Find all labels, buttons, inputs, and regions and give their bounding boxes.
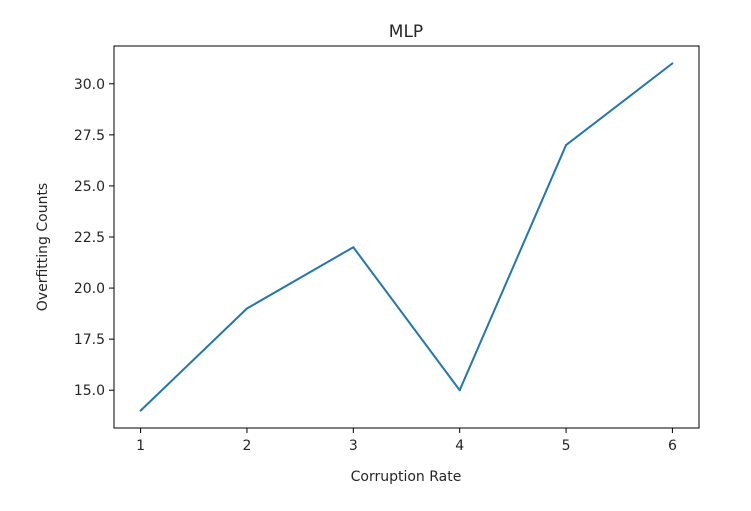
series-layer [139, 62, 674, 412]
y-tick-label: 25.0 [74, 179, 105, 195]
y-tick-label: 30.0 [74, 77, 105, 93]
chart-title: MLP [389, 22, 423, 42]
y-tick-label: 20.0 [74, 281, 105, 297]
data-point [671, 62, 674, 65]
data-point [565, 144, 568, 147]
x-tick-label: 6 [668, 438, 677, 454]
y-axis-ticks: 15.0 17.5 20.0 22.5 25.0 27.5 30.0 [74, 77, 114, 399]
x-tick-label: 5 [562, 438, 571, 454]
x-tick-label: 4 [455, 438, 464, 454]
data-point [139, 409, 142, 412]
x-tick-label: 2 [242, 438, 251, 454]
plot-frame [113, 45, 700, 429]
y-tick-label: 27.5 [74, 128, 105, 144]
data-point [458, 389, 461, 392]
x-axis-ticks: 1 2 3 4 5 6 [136, 428, 677, 454]
x-axis-label: Corruption Rate [351, 469, 462, 485]
data-point [245, 307, 248, 310]
y-axis-label: Overfitting Counts [35, 183, 51, 311]
y-tick-label: 22.5 [74, 230, 105, 246]
x-tick-label: 3 [349, 438, 358, 454]
series-line [139, 62, 674, 412]
data-point [352, 246, 355, 249]
x-tick-label: 1 [136, 438, 145, 454]
y-tick-label: 17.5 [74, 332, 105, 348]
y-tick-label: 15.0 [74, 383, 105, 399]
